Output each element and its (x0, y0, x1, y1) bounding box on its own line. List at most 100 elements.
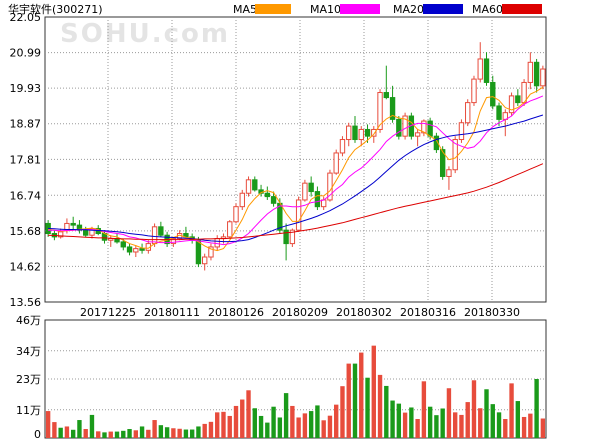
volume-bar (45, 411, 51, 438)
candle-body (527, 61, 534, 83)
legend-ma5-label: MA5 (233, 3, 257, 16)
volume-bar (308, 411, 314, 438)
ma60-line (48, 163, 544, 241)
x-tick-label: 20180302 (336, 306, 392, 319)
candle-body (352, 125, 358, 141)
volume-bar (196, 426, 201, 438)
candle-body (483, 58, 490, 83)
volume-bar (77, 420, 82, 438)
volume-y-tick-label: 23万 (16, 373, 41, 386)
volume-bar (164, 427, 170, 438)
volume-bar (402, 412, 408, 438)
candle-body (452, 139, 458, 171)
candle-body (314, 191, 321, 208)
volume-bar (114, 431, 120, 438)
volume-bar (484, 389, 489, 438)
y-tick-label: 16.74 (10, 189, 42, 202)
volume-bar (121, 430, 126, 438)
candle-body (427, 120, 433, 137)
volume-bar (133, 430, 138, 438)
volume-bar (290, 405, 295, 438)
volume-y-tick-label: 34万 (16, 345, 41, 358)
candle-body (120, 241, 126, 248)
candle-body (533, 61, 540, 87)
candle-body (302, 182, 308, 201)
candle-body (471, 78, 477, 104)
volume-bar (277, 417, 283, 438)
candle-body (339, 139, 346, 154)
ma10-line (48, 95, 544, 246)
candle-body (477, 58, 483, 80)
candle-body (389, 97, 396, 120)
candle-body (458, 122, 465, 141)
volume-bar (327, 415, 333, 438)
candle-body (214, 238, 220, 248)
volume-bar (352, 363, 358, 438)
volume-bar (202, 423, 207, 438)
candle-body (358, 128, 364, 141)
volume-bar (265, 422, 270, 438)
volume-bar (96, 431, 101, 438)
candle-body (139, 248, 145, 251)
volume-y-tick-label: 11万 (16, 404, 41, 417)
volume-bar (478, 408, 483, 438)
candle-body (371, 128, 377, 137)
volume-bar (490, 404, 495, 438)
candle-body (383, 92, 389, 99)
volume-bar (446, 388, 452, 438)
candle-body (170, 238, 177, 245)
volume-bar (346, 363, 351, 438)
candle-body (308, 182, 314, 193)
volume-bar (189, 429, 195, 438)
volume-bars (45, 345, 546, 438)
volume-bar (540, 418, 546, 438)
y-tick-label: 14.62 (10, 260, 42, 273)
candle-body (252, 179, 258, 191)
candle-body (126, 246, 133, 253)
volume-bar (83, 429, 88, 438)
candle-body (496, 105, 502, 120)
volume-bar (240, 399, 245, 438)
candle-body (239, 192, 245, 208)
candle-body (208, 246, 214, 258)
legend-ma60-label: MA60 (472, 3, 503, 16)
candle-body (133, 248, 139, 253)
candle-body (283, 229, 289, 245)
volume-bar (503, 419, 508, 438)
volume-bar (70, 429, 76, 438)
candle-body (245, 179, 252, 194)
x-tick-label: 20180330 (464, 306, 520, 319)
candle-body (151, 226, 158, 245)
y-tick-label: 17.81 (10, 153, 42, 166)
volume-bar (434, 415, 439, 438)
candle-body (396, 118, 402, 137)
y-tick-label: 15.68 (10, 225, 42, 238)
candle-body (202, 256, 208, 265)
candle-body (446, 169, 452, 177)
volume-bar (127, 429, 132, 438)
volume-bar (52, 422, 57, 438)
x-tick-label: 20180209 (272, 306, 328, 319)
legend-ma20-swatch (423, 4, 463, 14)
candle-body (289, 229, 296, 245)
y-tick-label: 13.56 (10, 296, 42, 309)
volume-bar (64, 426, 70, 438)
candle-body (270, 196, 277, 204)
candle-body (465, 102, 471, 124)
volume-bar (208, 421, 214, 438)
candle-body (83, 229, 89, 236)
legend-ma10-label: MA10 (310, 3, 341, 16)
volume-bar (465, 402, 470, 438)
candle-body (233, 206, 239, 223)
candle-body (540, 68, 546, 87)
x-tick-label: 20180316 (400, 306, 456, 319)
y-tick-label: 18.87 (10, 118, 42, 131)
price-y-axis: 22.05 20.99 19.93 18.87 17.81 16.74 15.68 14.62… (10, 11, 42, 309)
volume-bar (102, 432, 107, 438)
candle-body (508, 95, 515, 114)
volume-y-tick-label: 46万 (16, 314, 41, 327)
volume-bar (139, 426, 145, 438)
moving-averages (48, 86, 544, 252)
legend-ma60-swatch (502, 4, 542, 14)
